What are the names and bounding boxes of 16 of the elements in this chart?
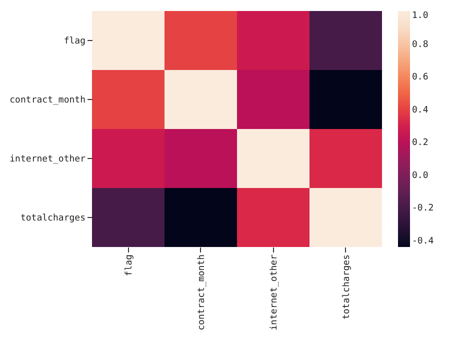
color-bar-label: 0.4 — [412, 105, 428, 116]
x-tick-label: totalcharges — [342, 254, 352, 320]
x-tick-label: internet_other — [269, 254, 280, 330]
color-bar-label: -0.4 — [412, 236, 434, 246]
color-bar-label: 0.2 — [412, 138, 428, 148]
color-bar-label: -0.2 — [412, 204, 434, 214]
color-bar-label: 0.0 — [412, 170, 428, 181]
y-tick-label: flag — [64, 36, 86, 46]
y-tick-label: internet_other — [10, 154, 86, 164]
x-tick-label: contract_month — [196, 254, 207, 330]
color-bar-label: 1.0 — [412, 11, 428, 21]
y-tick-label: contract_month — [10, 96, 86, 106]
y-tick-label: totalcharges — [20, 214, 86, 224]
color-bar-label: 0.8 — [412, 40, 428, 50]
x-tick-label: flag — [124, 254, 134, 276]
color-bar-label: 0.6 — [412, 72, 428, 83]
